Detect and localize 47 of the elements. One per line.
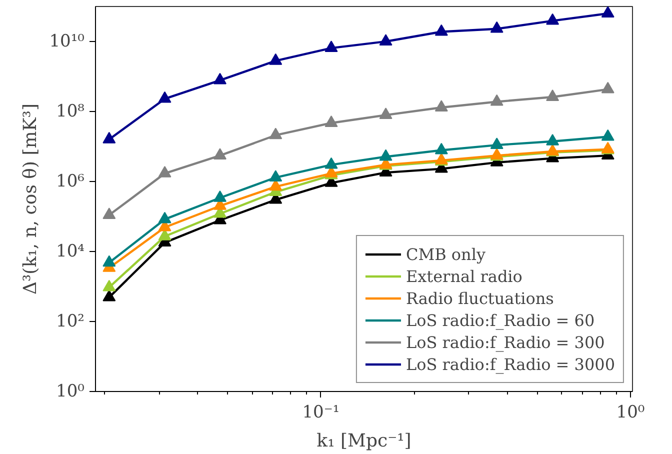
- point: [546, 13, 560, 25]
- x-tick-label: 10⁻¹: [302, 402, 340, 422]
- point: [158, 212, 172, 224]
- legend-label: LoS radio:f_Radio = 3000: [406, 354, 615, 374]
- y-tick-label: 10¹⁰: [49, 32, 85, 52]
- point: [269, 53, 282, 65]
- point: [546, 90, 560, 101]
- point: [269, 128, 282, 140]
- point: [213, 72, 226, 84]
- point: [379, 108, 392, 120]
- point: [102, 255, 116, 267]
- point: [490, 21, 504, 33]
- point: [213, 148, 226, 160]
- point: [269, 170, 282, 182]
- point: [324, 116, 338, 127]
- point: [601, 6, 614, 18]
- point: [434, 24, 448, 36]
- y-tick-label: 10⁴: [56, 242, 85, 262]
- point: [102, 132, 116, 144]
- legend-label: LoS radio:f_Radio = 300: [406, 332, 605, 352]
- y-tick-label: 10²: [56, 312, 85, 332]
- point: [324, 157, 338, 169]
- y-tick-label: 10⁸: [56, 102, 85, 122]
- legend-label: CMB only: [406, 244, 486, 264]
- point: [102, 290, 116, 302]
- x-axis-title: k₁ [Mpc⁻¹]: [316, 430, 412, 452]
- point: [434, 100, 448, 112]
- legend-label: LoS radio:f_Radio = 60: [406, 310, 595, 330]
- y-axis-title: Δ³(k₁, n, cos θ) [mK³]: [20, 103, 42, 295]
- point: [102, 208, 116, 220]
- point: [490, 94, 504, 106]
- point: [490, 138, 504, 150]
- legend-label: Radio fluctuations: [406, 288, 554, 308]
- point: [324, 40, 338, 52]
- point: [379, 34, 392, 46]
- point: [158, 91, 172, 103]
- legend-label: External radio: [406, 266, 522, 286]
- point: [213, 190, 226, 202]
- y-tick-label: 10⁰: [56, 382, 85, 402]
- point: [601, 129, 614, 141]
- point: [158, 166, 172, 178]
- point: [546, 134, 560, 146]
- point: [434, 142, 448, 154]
- point: [601, 82, 614, 94]
- point: [379, 149, 392, 161]
- y-tick-label: 10⁶: [56, 172, 85, 192]
- point: [102, 280, 116, 292]
